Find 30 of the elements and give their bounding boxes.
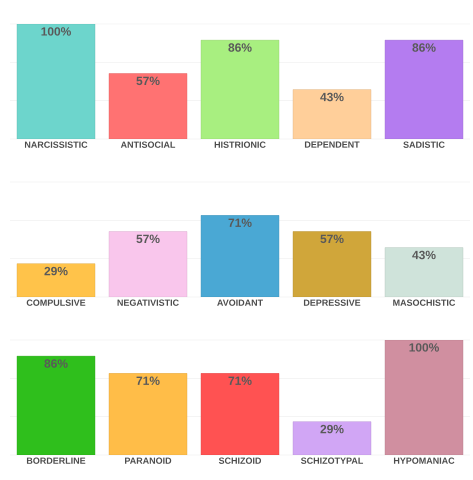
data-label: 29% (320, 424, 344, 434)
x-tick-label: DEPRESSIVE (304, 300, 360, 306)
data-label: 29% (44, 266, 68, 276)
x-tick-label: DEPENDENT (304, 142, 360, 148)
data-label: 43% (320, 92, 344, 102)
data-label: 86% (44, 359, 68, 368)
x-tick-label: NARCISSISTIC (24, 142, 88, 148)
x-tick-label: HYPOMANIAC (394, 458, 454, 464)
data-label: 71% (228, 376, 252, 385)
data-label: 86% (228, 43, 252, 52)
x-tick-label: SCHIZOTYPAL (300, 458, 364, 464)
data-label: 57% (136, 234, 160, 244)
data-label: 71% (136, 376, 160, 385)
x-tick-label: ANTISOCIAL (120, 142, 176, 148)
x-tick-label: PARANOID (125, 458, 172, 464)
x-tick-label: AVOIDANT (217, 300, 263, 306)
data-label: 43% (412, 250, 436, 260)
x-tick-label: SADISTIC (403, 142, 445, 148)
x-tick-label: BORDERLINE (26, 458, 86, 464)
x-tick-label: SCHIZOID (218, 458, 262, 464)
data-label: 100% (409, 343, 439, 352)
x-tick-label: NEGATIVISTIC (118, 300, 179, 306)
data-label: 57% (136, 76, 160, 86)
data-label: 57% (320, 234, 344, 244)
data-label: 100% (41, 27, 71, 36)
data-label: 71% (228, 218, 252, 227)
data-label: 86% (412, 43, 436, 52)
x-tick-label: HISTRIONIC (214, 142, 266, 148)
x-tick-label: COMPULSIVE (26, 300, 86, 306)
x-tick-label: MASOCHISTIC (393, 300, 456, 306)
